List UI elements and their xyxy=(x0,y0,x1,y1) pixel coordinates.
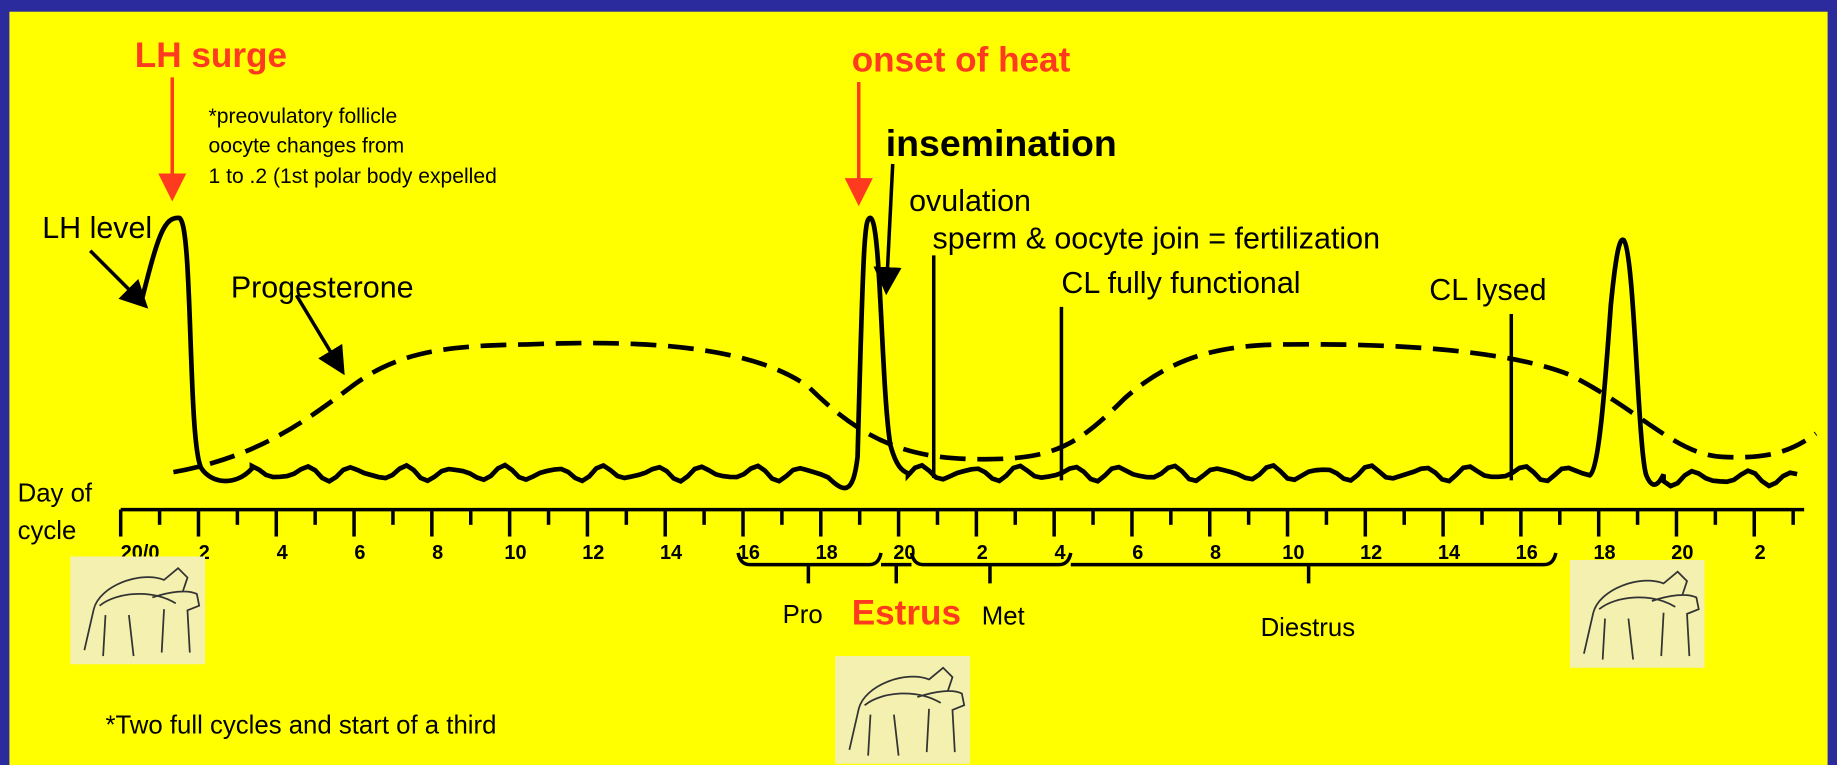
cl-functional: CL fully functional xyxy=(1061,266,1300,300)
tick-label: 12 xyxy=(1360,542,1382,564)
cow-outline xyxy=(1583,570,1700,660)
tick-label: 2 xyxy=(977,542,988,564)
tick-label: 16 xyxy=(1516,542,1538,564)
axis-label: Day of xyxy=(18,479,93,507)
tick-label: 4 xyxy=(1054,542,1065,564)
cow-outline xyxy=(83,566,201,657)
background xyxy=(9,11,1828,765)
tick-label: 4 xyxy=(277,542,288,564)
tick-label: 2 xyxy=(199,542,210,564)
day-axis xyxy=(118,507,1805,584)
pointers xyxy=(88,163,1514,481)
red-arrows xyxy=(158,77,873,207)
phase: Pro xyxy=(783,601,823,629)
tick-label: 8 xyxy=(1210,542,1221,564)
tick-label: 6 xyxy=(354,542,365,564)
tick-label: 16 xyxy=(738,542,760,564)
tick-label: 20 xyxy=(893,542,915,564)
tick-label: 6 xyxy=(1132,542,1143,564)
tick-label: 20 xyxy=(1671,542,1693,564)
note-line: oocyte changes from xyxy=(209,134,405,157)
axis-label: cycle xyxy=(18,517,77,545)
cow-picture xyxy=(1569,559,1705,668)
progesterone-curve xyxy=(172,340,1818,475)
tick-label: 14 xyxy=(1438,542,1460,564)
insemination: insemination xyxy=(886,122,1117,164)
onset-heat: onset of heat xyxy=(852,40,1071,79)
lh-surge: LH surge xyxy=(135,36,287,75)
picture-bg xyxy=(1569,559,1705,668)
cl-lysed: CL lysed xyxy=(1429,273,1546,307)
tick-label: 14 xyxy=(660,542,682,564)
cow-picture xyxy=(835,656,971,764)
cow-picture xyxy=(70,556,206,665)
lh-curve xyxy=(138,215,1798,491)
note-line: *preovulatory follicle xyxy=(209,105,398,128)
picture-bg xyxy=(70,556,206,665)
tick-label: 10 xyxy=(504,542,526,564)
ovulation: ovulation xyxy=(909,184,1031,218)
phase: Diestrus xyxy=(1261,614,1356,642)
phase-estrus: Estrus xyxy=(852,593,961,632)
fertilization: sperm & oocyte join = fertilization xyxy=(933,221,1380,255)
lh-level: LH level xyxy=(42,211,152,245)
tick-label: 12 xyxy=(582,542,604,564)
tick-label: 18 xyxy=(816,542,838,564)
tick-label: 10 xyxy=(1282,542,1304,564)
note-line: 1 to .2 (1st polar body expelled xyxy=(209,165,497,188)
tick-label: 18 xyxy=(1593,542,1615,564)
tick-label: 2 xyxy=(1755,542,1766,564)
tick-label: 8 xyxy=(432,542,443,564)
cow-outline xyxy=(848,666,966,756)
footnote: *Two full cycles and start of a third xyxy=(105,711,496,739)
progesterone: Progesterone xyxy=(231,271,414,305)
phase: Met xyxy=(982,602,1025,630)
picture-bg xyxy=(835,656,971,764)
